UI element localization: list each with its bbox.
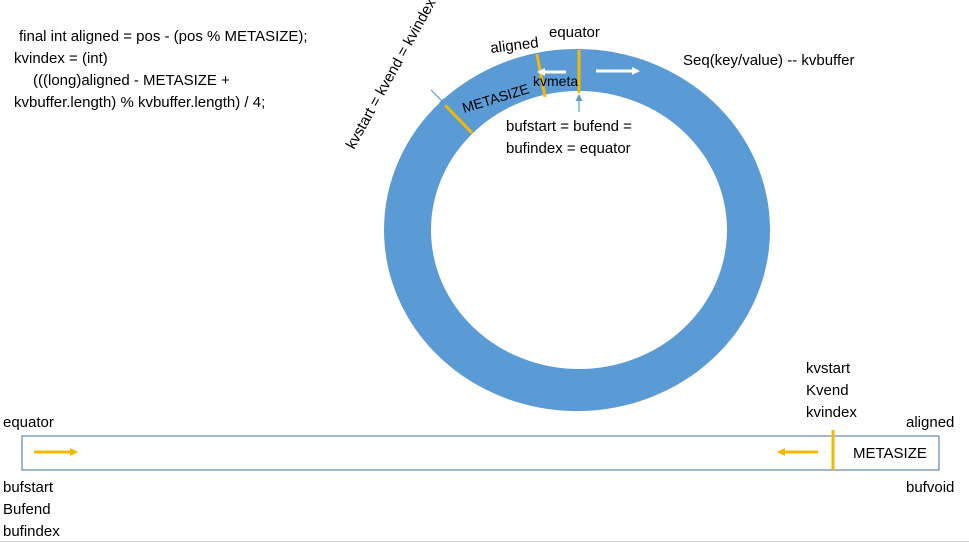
linear-metasize-label: METASIZE [853, 445, 927, 462]
ring-bufstart-label-1: bufstart = bufend = [506, 118, 632, 135]
linear-bufend-label: Bufend [3, 501, 51, 518]
ring-seq-label: Seq(key/value) -- kvbuffer [683, 52, 854, 69]
ring-equator-label: equator [549, 24, 600, 41]
linear-kvindex-label: kvindex [806, 404, 857, 421]
linear-equator-label: equator [3, 414, 54, 431]
ring-aligned-label: aligned [489, 34, 539, 57]
circular-buffer-ring [383, 48, 770, 412]
kvstart-pointer-arrow [430, 89, 447, 106]
divider-line [0, 541, 969, 542]
linear-bufindex-label: bufindex [3, 523, 60, 540]
code-line-3: (((long)aligned - METASIZE + [33, 72, 230, 89]
linear-bufvoid-label: bufvoid [906, 479, 954, 496]
code-line-2: kvindex = (int) [14, 50, 108, 67]
ring-kvstart-marker [443, 103, 474, 135]
code-line-1: final int aligned = pos - (pos % METASIZ… [19, 28, 308, 45]
linear-bufstart-label: bufstart [3, 479, 54, 496]
ring-kvmeta-label: kvmeta [533, 73, 578, 89]
ring-bufstart-label-2: bufindex = equator [506, 140, 631, 157]
linear-kvstart-label: kvstart [806, 360, 851, 377]
linear-aligned-label: aligned [906, 414, 954, 431]
linear-kvend-label: Kvend [806, 382, 849, 399]
code-line-4: kvbuffer.length) % kvbuffer.length) / 4; [14, 94, 265, 111]
